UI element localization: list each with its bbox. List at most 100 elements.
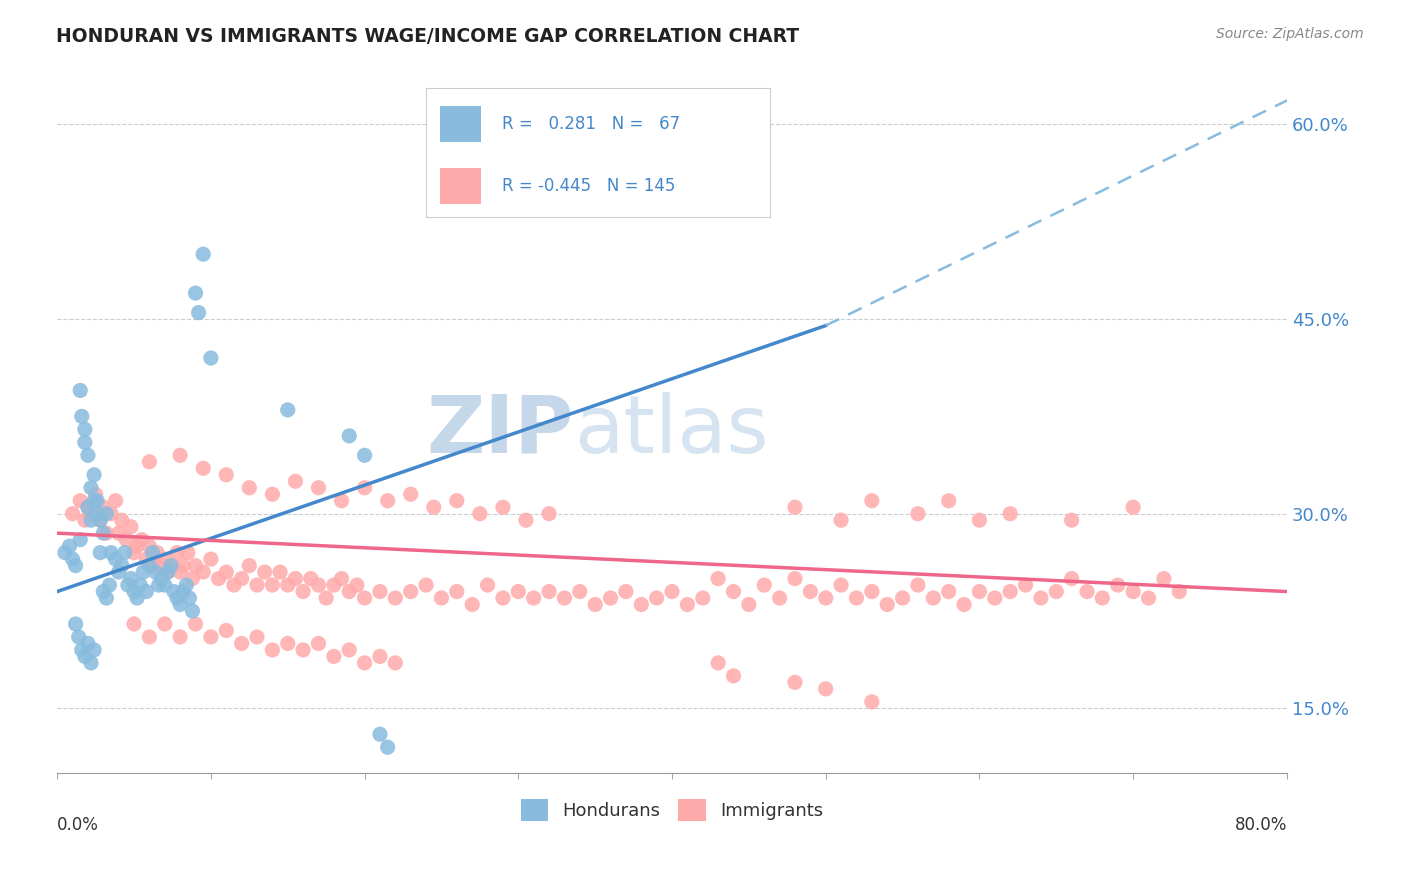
Point — [1060, 572, 1083, 586]
Point — [181, 604, 204, 618]
Point — [330, 493, 353, 508]
Point — [368, 649, 391, 664]
Point — [77, 500, 100, 515]
Point — [69, 493, 91, 508]
Point — [135, 552, 157, 566]
Point — [141, 546, 163, 560]
Point — [938, 584, 960, 599]
Point — [368, 727, 391, 741]
Point — [384, 656, 406, 670]
Point — [83, 493, 105, 508]
Point — [492, 591, 515, 605]
Point — [1168, 584, 1191, 599]
Point — [104, 552, 127, 566]
Point — [262, 578, 284, 592]
Point — [107, 526, 129, 541]
Point — [315, 591, 337, 605]
Point — [430, 591, 453, 605]
Point — [153, 617, 176, 632]
Point — [200, 552, 222, 566]
Point — [969, 513, 991, 527]
Point — [91, 584, 114, 599]
Point — [553, 591, 575, 605]
Point — [115, 533, 138, 547]
Point — [169, 598, 191, 612]
Point — [62, 507, 84, 521]
Point — [1091, 591, 1114, 605]
Point — [150, 572, 173, 586]
Point — [73, 435, 96, 450]
Point — [277, 636, 299, 650]
Point — [1153, 572, 1175, 586]
Point — [222, 578, 245, 592]
Point — [783, 675, 806, 690]
Point — [353, 656, 375, 670]
Point — [876, 598, 898, 612]
Point — [129, 578, 152, 592]
Point — [91, 500, 114, 515]
Point — [337, 643, 360, 657]
Point — [77, 500, 100, 515]
Point — [768, 591, 790, 605]
Point — [723, 584, 745, 599]
Text: atlas: atlas — [574, 392, 768, 470]
Point — [96, 526, 118, 541]
Point — [998, 584, 1021, 599]
Point — [830, 513, 852, 527]
Point — [299, 572, 322, 586]
Point — [138, 539, 160, 553]
Point — [215, 565, 238, 579]
Point — [446, 584, 468, 599]
Point — [998, 507, 1021, 521]
Point — [353, 591, 375, 605]
Point — [86, 507, 108, 521]
Point — [184, 558, 207, 573]
Point — [384, 591, 406, 605]
Point — [1060, 513, 1083, 527]
Point — [246, 630, 269, 644]
Point — [184, 286, 207, 301]
Point — [166, 591, 188, 605]
Point — [172, 584, 194, 599]
Point — [723, 669, 745, 683]
Point — [172, 558, 194, 573]
Point — [262, 487, 284, 501]
Point — [308, 481, 330, 495]
Point — [111, 558, 134, 573]
Point — [253, 565, 276, 579]
Text: HONDURAN VS IMMIGRANTS WAGE/INCOME GAP CORRELATION CHART: HONDURAN VS IMMIGRANTS WAGE/INCOME GAP C… — [56, 27, 800, 45]
Point — [160, 558, 183, 573]
Point — [537, 584, 560, 599]
Point — [523, 591, 546, 605]
Point — [984, 591, 1007, 605]
Point — [277, 403, 299, 417]
Point — [80, 513, 103, 527]
Point — [146, 546, 169, 560]
Point — [799, 584, 821, 599]
Point — [166, 546, 188, 560]
Point — [377, 493, 399, 508]
Point — [179, 591, 201, 605]
Point — [738, 598, 761, 612]
Point — [231, 636, 253, 650]
Text: 80.0%: 80.0% — [1234, 816, 1286, 834]
Point — [308, 578, 330, 592]
Point — [135, 584, 157, 599]
Point — [169, 448, 191, 462]
Point — [187, 305, 209, 319]
Point — [67, 630, 90, 644]
Point — [1107, 578, 1129, 592]
Point — [127, 539, 149, 553]
Point — [96, 507, 118, 521]
Point — [62, 552, 84, 566]
Point — [153, 552, 176, 566]
Point — [337, 584, 360, 599]
Point — [70, 409, 93, 424]
Point — [707, 656, 730, 670]
Point — [231, 572, 253, 586]
Point — [80, 656, 103, 670]
Point — [127, 591, 149, 605]
Point — [568, 584, 591, 599]
Legend: Hondurans, Immigrants: Hondurans, Immigrants — [513, 792, 831, 829]
Point — [468, 507, 491, 521]
